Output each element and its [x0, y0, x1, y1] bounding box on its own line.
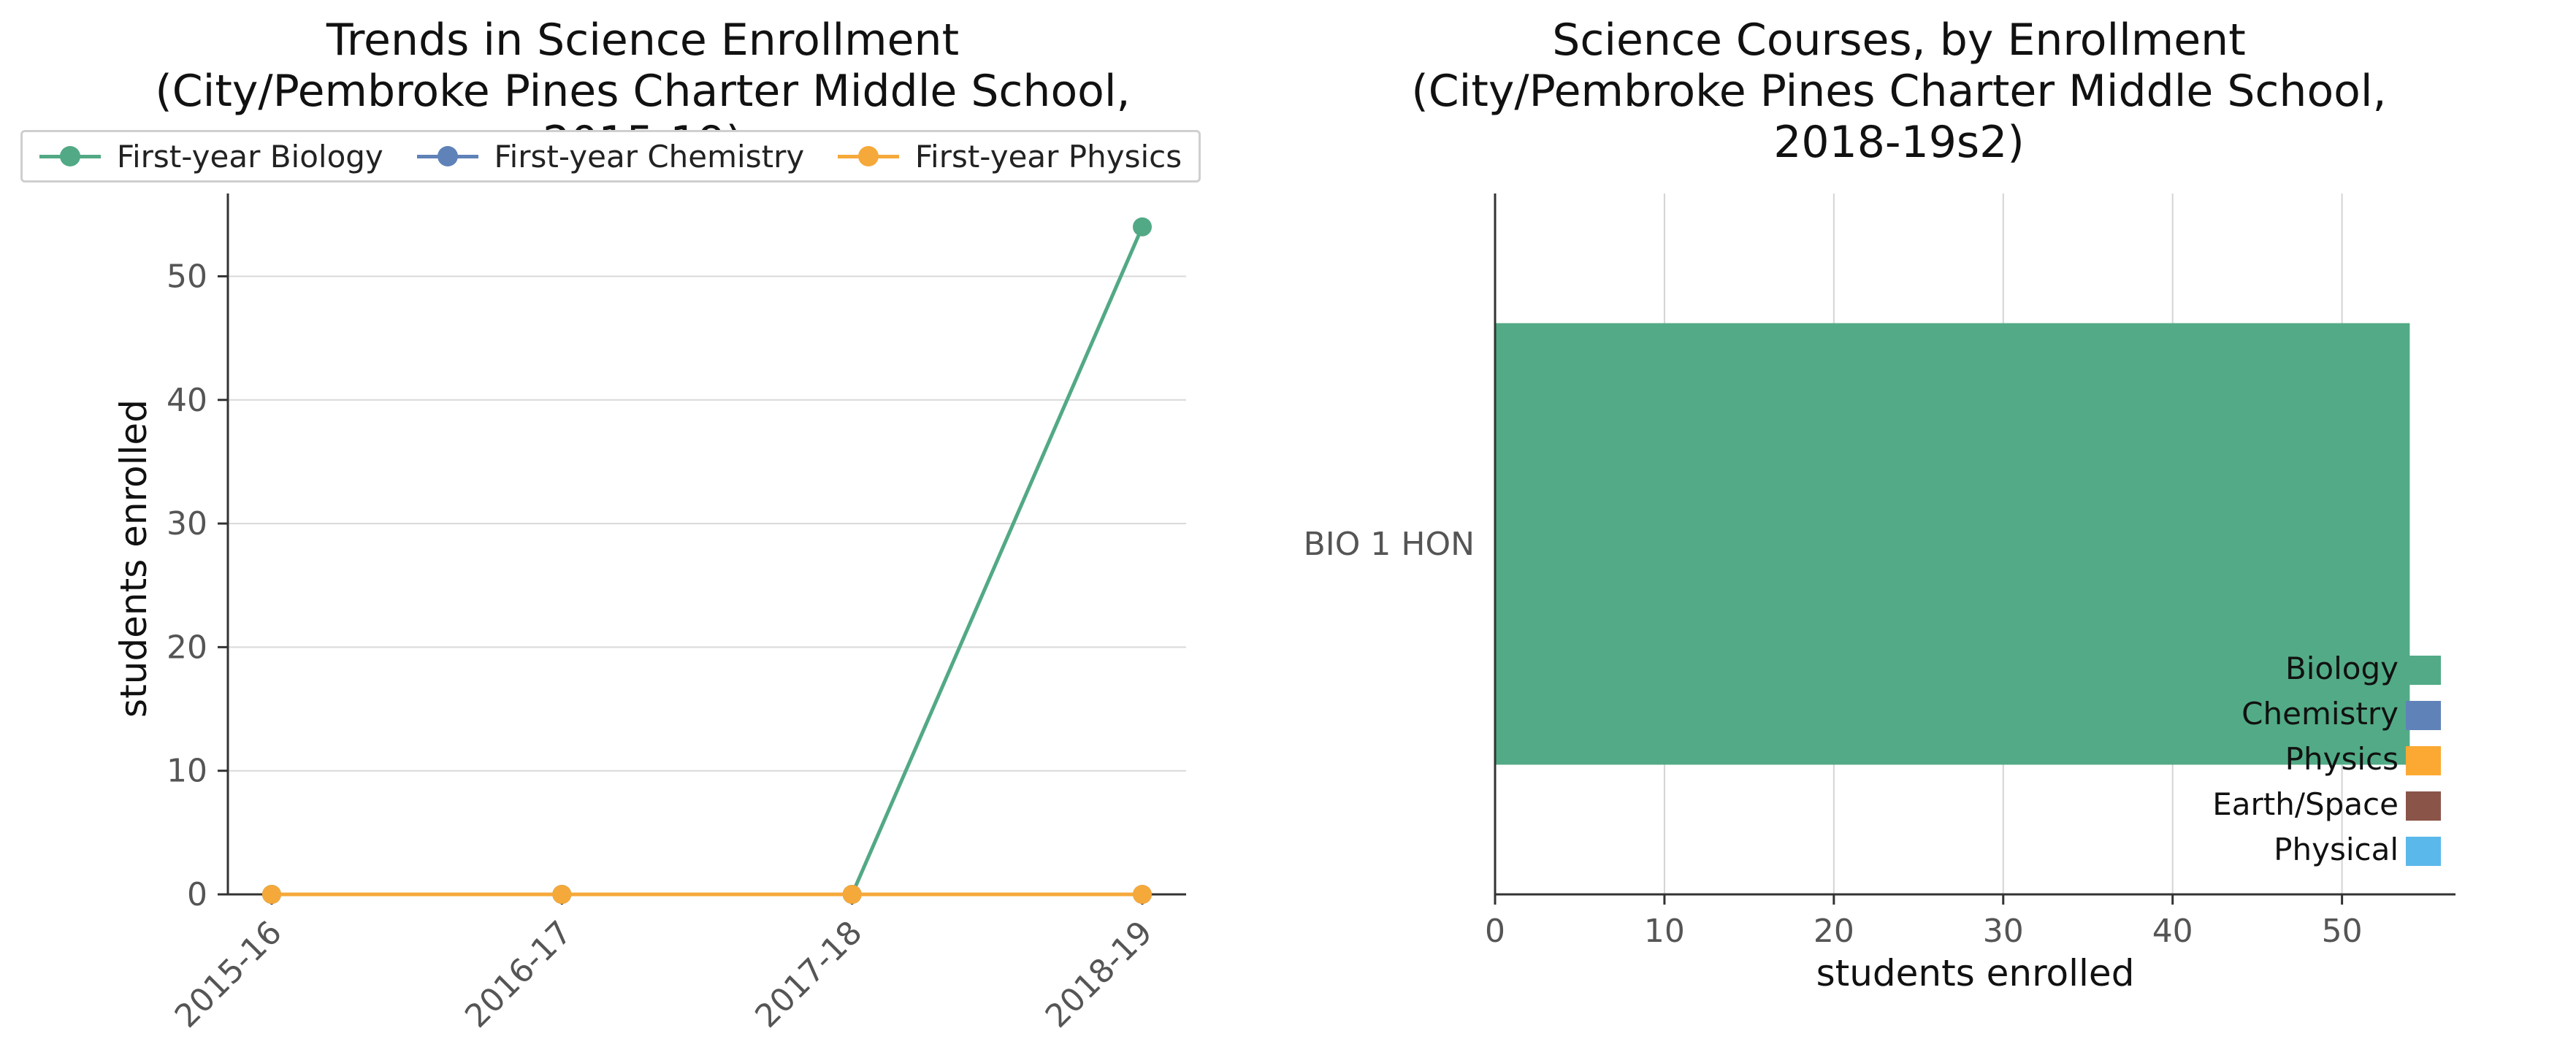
data-point-first-year-physics	[1133, 885, 1152, 904]
legend-marker-biology	[39, 146, 101, 166]
legend-swatch-physics	[2406, 746, 2441, 775]
bar-chart-title-line-1: Science Courses, by Enrollment	[1552, 15, 2246, 66]
x-tick-label: 2017-18	[748, 914, 869, 1035]
legend-label-earth-space: Earth/Space	[2212, 786, 2399, 822]
x-tick-label: 50	[2322, 913, 2363, 950]
legend-label-biology: First-year Biology	[116, 138, 383, 174]
data-point-first-year-physics	[842, 885, 862, 904]
legend-swatch-biology	[2406, 656, 2441, 685]
x-axis-title: students enrolled	[1816, 952, 2135, 994]
y-tick-label: 0	[187, 876, 207, 913]
legend-entry-chemistry: First-year Chemistry	[416, 138, 805, 174]
x-tick-label: 2016-17	[458, 914, 579, 1035]
line-chart: 0 10 20 30 40 50 2015-16 2016-17 2017-18 2018-19 s…	[112, 193, 1186, 1035]
x-tick-label: 20	[1813, 913, 1854, 950]
y-tick-label: 20	[167, 629, 207, 666]
legend-label-physics: Physics	[2285, 741, 2399, 777]
data-point-first-year-physics	[262, 885, 281, 904]
line-chart-title-line-2: (City/Pembroke Pines Charter Middle Scho…	[155, 66, 1131, 168]
line-chart-title-line-1: Trends in Science Enrollment	[326, 15, 960, 66]
x-tick-label: 10	[1644, 913, 1685, 950]
legend-marker-physics	[837, 146, 899, 166]
legend-label-biology: Biology	[2285, 651, 2399, 686]
bar-chart-title-line-2: (City/Pembroke Pines Charter Middle Scho…	[1411, 66, 2387, 168]
bar-chart: 0 10 20 30 40 50 BIO 1 HON students enrolled Bio…	[1304, 193, 2455, 994]
line-chart-legend: First-year Biology First-year Chemistry …	[20, 130, 1201, 183]
line-chart-title: Trends in Science Enrollment (City/Pembr…	[117, 15, 1169, 168]
legend-entry-biology: First-year Biology	[39, 139, 383, 174]
legend-swatch-physical	[2406, 837, 2441, 866]
x-tick-label: 2015-16	[168, 914, 289, 1035]
legend-entry-physics: First-year Physics	[837, 138, 1182, 174]
x-tick-label: 2018-19	[1039, 914, 1160, 1035]
legend-label-chemistry: Chemistry	[2241, 696, 2399, 732]
legend-label-physics: First-year Physics	[914, 138, 1182, 174]
y-tick-label: 50	[167, 258, 207, 295]
bar-chart-title: Science Courses, by Enrollment (City/Pem…	[1373, 15, 2425, 168]
legend-swatch-chemistry	[2406, 701, 2441, 730]
legend-label-physical: Physical	[2274, 832, 2399, 867]
bar-bio-1-hon	[1495, 323, 2410, 765]
x-tick-label: 0	[1485, 913, 1505, 950]
legend-swatch-earth-space	[2406, 791, 2441, 821]
legend-label-chemistry: First-year Chemistry	[494, 138, 805, 174]
data-point-first-year-physics	[552, 885, 572, 904]
y-category-label: BIO 1 HON	[1304, 526, 1475, 563]
data-point-first-year-biology	[1133, 217, 1152, 237]
x-tick-label: 40	[2152, 913, 2193, 950]
x-tick-label: 30	[1983, 913, 2024, 950]
y-tick-label: 40	[167, 382, 207, 419]
y-axis-title: students enrolled	[112, 399, 155, 718]
series-line-first-year-biology	[272, 226, 1144, 897]
y-tick-label: 30	[167, 505, 207, 542]
y-tick-label: 10	[167, 753, 207, 790]
legend-marker-chemistry	[416, 146, 478, 166]
